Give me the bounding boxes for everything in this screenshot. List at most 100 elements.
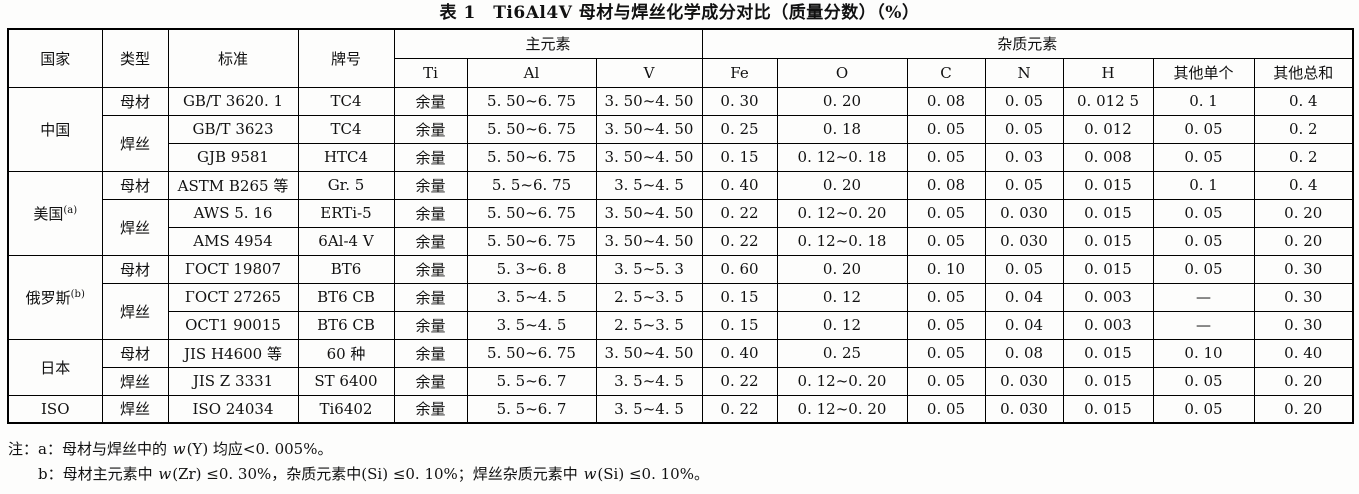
cell-grade: BT6 (297, 254, 395, 284)
cell-value: 余量 (393, 226, 468, 256)
country-label: 美国 (33, 204, 64, 223)
table-row: 日本 母材 JIS H4600 等 60 种 余量 5. 50~6. 75 3.… (7, 338, 1354, 396)
cell-type: 焊丝 (101, 198, 169, 256)
cell-value: 0. 12~0. 20 (776, 198, 908, 228)
cell-value: 5. 50~6. 75 (466, 198, 597, 228)
table-row: 焊丝 JIS Z 3331 ST 6400 余量 5. 5~6. 7 3. 5~… (8, 366, 1354, 396)
cell-value: 0. 10 (1152, 338, 1255, 368)
table-row: 中国 母材 GB/T 3620. 1 TC4 余量 5. 50~6. 75 3.… (7, 86, 1354, 172)
table-notes: 注：a：母材与焊丝中的 w(Y) 均应<0. 005%。 b：母材主元素中 w(… (0, 437, 1359, 487)
note-b-variable: w (158, 465, 172, 483)
cell-type: 母材 (101, 338, 169, 368)
cell-value: 0. 12~0. 20 (776, 366, 908, 396)
cell-value: 0. 30 (1253, 310, 1354, 340)
cell-value: 0. 05 (984, 254, 1064, 284)
cell-value: 0. 03 (984, 142, 1064, 172)
cell-value: 3. 5~5. 3 (595, 254, 703, 284)
cell-value: 0. 05 (1152, 198, 1255, 228)
cell-value: 0. 05 (1152, 114, 1255, 144)
cell-value: 0. 12~0. 20 (776, 394, 908, 424)
header-element-v: V (595, 57, 703, 88)
cell-value: 5. 5~6. 7 (466, 394, 597, 424)
cell-value: 0. 030 (984, 198, 1064, 228)
cell-value: 0. 08 (906, 170, 986, 200)
header-row-1: 国家 类型 标准 牌号 主元素 杂质元素 (7, 28, 1354, 88)
cell-type: 母材 (101, 86, 169, 116)
cell-country: 日本 (7, 338, 103, 396)
cell-value: 0. 12 (776, 282, 908, 312)
country-label: 俄罗斯 (25, 288, 71, 307)
cell-value: 0. 05 (984, 114, 1064, 144)
cell-value: 0. 05 (906, 282, 986, 312)
cell-value: 3. 50~4. 50 (595, 142, 703, 172)
cell-value: 0. 015 (1062, 366, 1154, 396)
header-main-elements: 主元素 (393, 28, 703, 59)
cell-value: 0. 40 (1253, 338, 1354, 368)
cell-value: 0. 05 (1152, 394, 1255, 424)
cell-value: 0. 20 (1253, 394, 1354, 424)
cell-value: 0. 10 (906, 254, 986, 284)
cell-value: 余量 (393, 86, 468, 116)
table-row: 美国(a) 母材 ASTM B265 等 Gr. 5 余量 5. 5~6. 75… (7, 170, 1354, 256)
cell-value: 0. 20 (776, 254, 908, 284)
table-row: 焊丝 ГОСТ 27265 BT6 CB 余量 3. 5~4. 5 2. 5~3… (8, 282, 1354, 340)
note-b-variable: w (583, 465, 597, 483)
cell-value: 3. 50~4. 50 (595, 114, 703, 144)
cell-value: 0. 05 (906, 338, 986, 368)
cell-standard: GJB 9581 (167, 142, 299, 172)
cell-value: 5. 50~6. 75 (466, 338, 597, 368)
cell-value: 5. 50~6. 75 (466, 142, 597, 172)
cell-standard: GB/T 3623 (167, 114, 299, 144)
note-a-text: (Y) 均应<0. 005%。 (186, 440, 333, 458)
cell-standard: OCT1 90015 (167, 310, 299, 340)
cell-type: 母材 (101, 170, 169, 200)
cell-value: 0. 04 (984, 310, 1064, 340)
cell-standard: JIS H4600 等 (167, 338, 299, 368)
cell-value: 0. 05 (906, 310, 986, 340)
cell-standard: GB/T 3620. 1 (167, 86, 299, 116)
cell-value: 0. 015 (1062, 170, 1154, 200)
cell-value: 3. 5~4. 5 (595, 394, 703, 424)
cell-value: 0. 2 (1253, 142, 1354, 172)
cell-grade: Gr. 5 (297, 170, 395, 200)
cell-value: 0. 030 (984, 366, 1064, 396)
cell-value: 0. 1 (1152, 86, 1255, 116)
cell-value: 0. 22 (701, 394, 778, 424)
cell-value: 0. 20 (1253, 198, 1354, 228)
cell-value: 余量 (393, 338, 468, 368)
cell-value: 0. 003 (1062, 310, 1154, 340)
cell-country: 美国(a) (7, 170, 103, 256)
cell-value: 0. 22 (701, 226, 778, 256)
cell-standard: ГОСТ 27265 (167, 282, 299, 312)
cell-grade: ERTi-5 (297, 198, 395, 228)
cell-value: 余量 (393, 254, 468, 284)
cell-type: 焊丝 (101, 114, 169, 172)
cell-value: 0. 25 (776, 338, 908, 368)
cell-grade: 6Al-4 V (297, 226, 395, 256)
cell-value: 0. 60 (701, 254, 778, 284)
cell-value: 0. 05 (1152, 254, 1255, 284)
cell-value: 0. 030 (984, 394, 1064, 424)
header-row-2: Ti Al V Fe O C N H 其他单个 其他总和 (8, 57, 1354, 88)
cell-value: 0. 15 (701, 142, 778, 172)
cell-standard: AMS 4954 (167, 226, 299, 256)
cell-value: 0. 05 (1152, 226, 1255, 256)
cell-value: 余量 (393, 282, 468, 312)
table-row: GJB 9581 HTC4 余量 5. 50~6. 75 3. 50~4. 50… (8, 142, 1354, 172)
header-type: 类型 (101, 28, 169, 88)
cell-value: 5. 3~6. 8 (466, 254, 597, 284)
note-b-text: (Zr) ≤0. 30%，杂质元素中(Si) ≤0. 10%；焊丝杂质元素中 (172, 465, 583, 483)
country-footnote-ref: (b) (70, 288, 85, 300)
header-element-fe: Fe (701, 57, 778, 88)
cell-value: — (1152, 282, 1255, 312)
cell-type: 焊丝 (101, 366, 169, 396)
table-row: AMS 4954 6Al-4 V 余量 5. 50~6. 75 3. 50~4.… (8, 226, 1354, 256)
header-element-c: C (906, 57, 986, 88)
cell-value: 0. 18 (776, 114, 908, 144)
header-element-o: O (776, 57, 908, 88)
cell-country: ISO (7, 394, 103, 424)
cell-value: 余量 (393, 366, 468, 396)
cell-value: 0. 05 (906, 226, 986, 256)
cell-value: 0. 015 (1062, 198, 1154, 228)
